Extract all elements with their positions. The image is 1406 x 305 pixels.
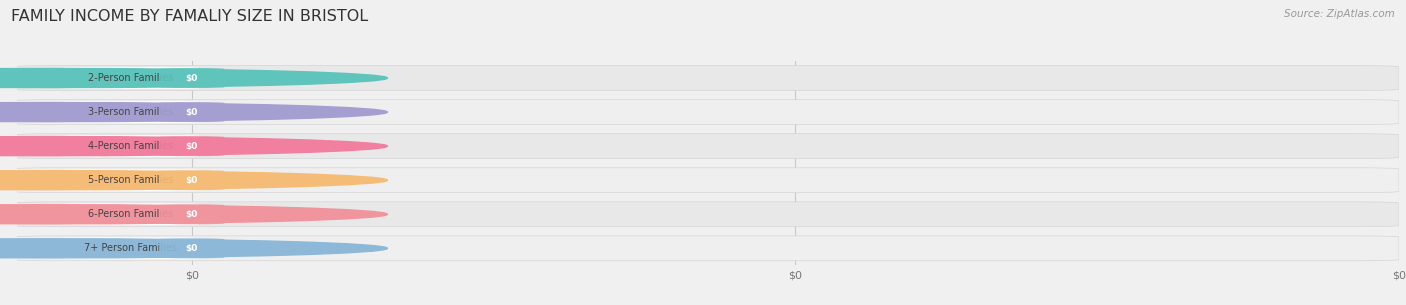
FancyBboxPatch shape [159, 238, 225, 258]
Text: 4-Person Families: 4-Person Families [87, 141, 173, 151]
FancyBboxPatch shape [13, 100, 1399, 124]
FancyBboxPatch shape [13, 134, 1399, 159]
Circle shape [0, 137, 388, 156]
FancyBboxPatch shape [62, 101, 200, 123]
Text: 6-Person Families: 6-Person Families [87, 209, 173, 219]
Text: 5-Person Families: 5-Person Families [87, 175, 173, 185]
Text: 2-Person Families: 2-Person Families [87, 73, 173, 83]
FancyBboxPatch shape [62, 237, 200, 259]
FancyBboxPatch shape [62, 203, 200, 225]
Circle shape [0, 102, 388, 122]
FancyBboxPatch shape [159, 136, 225, 156]
Text: $0: $0 [186, 176, 198, 185]
Circle shape [0, 239, 388, 258]
FancyBboxPatch shape [13, 66, 1399, 91]
FancyBboxPatch shape [159, 68, 225, 88]
FancyBboxPatch shape [62, 169, 200, 191]
Circle shape [0, 171, 388, 190]
Text: $0: $0 [186, 210, 198, 219]
Text: $0: $0 [186, 108, 198, 117]
Text: $0: $0 [186, 244, 198, 253]
Text: Source: ZipAtlas.com: Source: ZipAtlas.com [1284, 9, 1395, 19]
FancyBboxPatch shape [62, 67, 200, 89]
FancyBboxPatch shape [62, 135, 200, 157]
Text: FAMILY INCOME BY FAMALIY SIZE IN BRISTOL: FAMILY INCOME BY FAMALIY SIZE IN BRISTOL [11, 9, 368, 24]
Text: $0: $0 [186, 74, 198, 83]
FancyBboxPatch shape [159, 204, 225, 224]
Circle shape [0, 205, 388, 224]
FancyBboxPatch shape [13, 168, 1399, 193]
Circle shape [0, 69, 388, 88]
FancyBboxPatch shape [13, 202, 1399, 227]
FancyBboxPatch shape [159, 170, 225, 190]
FancyBboxPatch shape [159, 102, 225, 122]
Text: 3-Person Families: 3-Person Families [87, 107, 173, 117]
Text: $0: $0 [186, 142, 198, 151]
Text: 7+ Person Families: 7+ Person Families [84, 243, 177, 253]
FancyBboxPatch shape [13, 236, 1399, 261]
